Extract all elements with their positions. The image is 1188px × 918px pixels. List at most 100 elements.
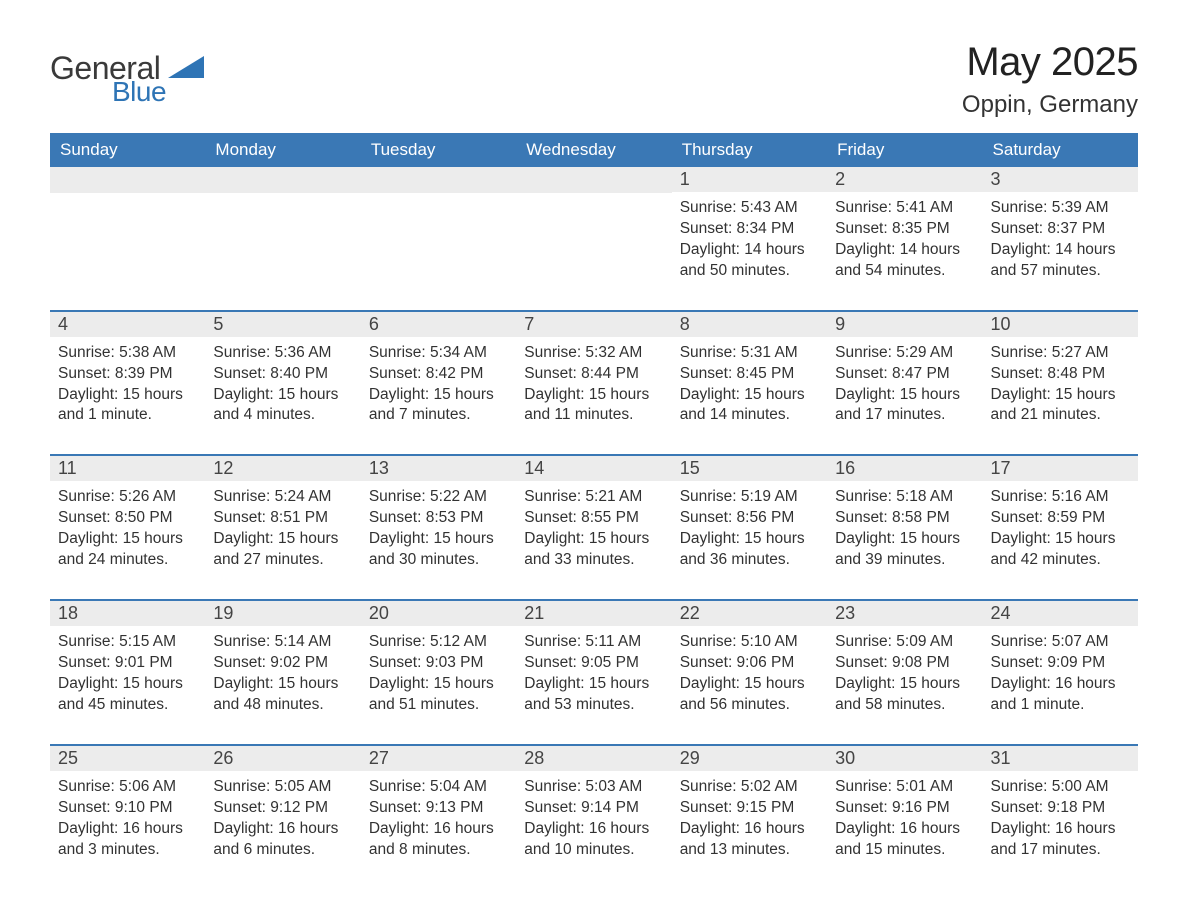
daylight-line-b: and 27 minutes. [213,550,352,571]
sunset-line: Sunset: 8:55 PM [524,508,663,529]
daylight-line-a: Daylight: 14 hours [835,240,974,261]
day-number: 19 [213,603,233,623]
sunset-line: Sunset: 9:01 PM [58,653,197,674]
daylight-line-b: and 58 minutes. [835,695,974,716]
weekday-header-cell: Friday [827,133,982,167]
daylight-line-a: Daylight: 15 hours [680,385,819,406]
daylight-line-a: Daylight: 15 hours [991,385,1130,406]
day-number-empty [205,167,360,193]
day-cell: 9Sunrise: 5:29 AMSunset: 8:47 PMDaylight… [827,312,982,427]
day-number-row: 12 [205,456,360,481]
daylight-line-a: Daylight: 15 hours [213,529,352,550]
sunrise-line: Sunrise: 5:03 AM [524,777,663,798]
day-cell: 27Sunrise: 5:04 AMSunset: 9:13 PMDayligh… [361,746,516,861]
day-number-row: 27 [361,746,516,771]
day-number-row: 28 [516,746,671,771]
daylight-line-a: Daylight: 16 hours [58,819,197,840]
sunset-line: Sunset: 8:47 PM [835,364,974,385]
sunrise-line: Sunrise: 5:31 AM [680,343,819,364]
sunrise-line: Sunrise: 5:06 AM [58,777,197,798]
day-cell: 16Sunrise: 5:18 AMSunset: 8:58 PMDayligh… [827,456,982,571]
day-body: Sunrise: 5:10 AMSunset: 9:06 PMDaylight:… [672,626,827,716]
daylight-line-a: Daylight: 15 hours [58,385,197,406]
day-number-row: 1 [672,167,827,192]
sunset-line: Sunset: 9:14 PM [524,798,663,819]
weekday-header-cell: Thursday [672,133,827,167]
day-body: Sunrise: 5:26 AMSunset: 8:50 PMDaylight:… [50,481,205,571]
daylight-line-b: and 10 minutes. [524,840,663,861]
daylight-line-b: and 53 minutes. [524,695,663,716]
sunset-line: Sunset: 8:51 PM [213,508,352,529]
daylight-line-a: Daylight: 16 hours [991,819,1130,840]
sunset-line: Sunset: 9:06 PM [680,653,819,674]
sunrise-line: Sunrise: 5:01 AM [835,777,974,798]
day-cell [205,167,360,282]
day-body: Sunrise: 5:24 AMSunset: 8:51 PMDaylight:… [205,481,360,571]
day-number-row: 29 [672,746,827,771]
weeks-container: 1 Sunrise: 5:43 AMSunset: 8:34 PMDaylight… [50,167,1138,860]
daylight-line-b: and 15 minutes. [835,840,974,861]
day-body: Sunrise: 5:39 AMSunset: 8:37 PMDaylight:… [983,192,1138,282]
day-cell: 5Sunrise: 5:36 AMSunset: 8:40 PMDaylight… [205,312,360,427]
daylight-line-b: and 21 minutes. [991,405,1130,426]
sunrise-line: Sunrise: 5:43 AM [680,198,819,219]
day-body: Sunrise: 5:31 AMSunset: 8:45 PMDaylight:… [672,337,827,427]
day-body: Sunrise: 5:05 AMSunset: 9:12 PMDaylight:… [205,771,360,861]
day-cell: 2Sunrise: 5:41 AMSunset: 8:35 PMDaylight… [827,167,982,282]
day-number-empty [361,167,516,193]
day-number: 31 [991,748,1011,768]
day-body: Sunrise: 5:43 AMSunset: 8:34 PMDaylight:… [672,192,827,282]
sunset-line: Sunset: 8:37 PM [991,219,1130,240]
day-body: Sunrise: 5:00 AMSunset: 9:18 PMDaylight:… [983,771,1138,861]
sunset-line: Sunset: 9:02 PM [213,653,352,674]
daylight-line-a: Daylight: 15 hours [835,385,974,406]
sunrise-line: Sunrise: 5:32 AM [524,343,663,364]
daylight-line-b: and 1 minute. [991,695,1130,716]
location-subtitle: Oppin, Germany [962,91,1138,119]
day-number: 8 [680,314,690,334]
day-cell: 1 Sunrise: 5:43 AMSunset: 8:34 PMDaylight… [672,167,827,282]
day-number: 16 [835,458,855,478]
sunrise-line: Sunrise: 5:26 AM [58,487,197,508]
day-body: Sunrise: 5:07 AMSunset: 9:09 PMDaylight:… [983,626,1138,716]
day-cell: 24Sunrise: 5:07 AMSunset: 9:09 PMDayligh… [983,601,1138,716]
weekday-header-cell: Sunday [50,133,205,167]
day-number-row: 20 [361,601,516,626]
day-cell: 29Sunrise: 5:02 AMSunset: 9:15 PMDayligh… [672,746,827,861]
day-body: Sunrise: 5:06 AMSunset: 9:10 PMDaylight:… [50,771,205,861]
sunset-line: Sunset: 8:40 PM [213,364,352,385]
day-cell: 13Sunrise: 5:22 AMSunset: 8:53 PMDayligh… [361,456,516,571]
sunset-line: Sunset: 9:03 PM [369,653,508,674]
sunset-line: Sunset: 8:48 PM [991,364,1130,385]
sunset-line: Sunset: 9:10 PM [58,798,197,819]
sunset-line: Sunset: 8:45 PM [680,364,819,385]
day-number-row: 26 [205,746,360,771]
sunset-line: Sunset: 8:42 PM [369,364,508,385]
sunset-line: Sunset: 8:58 PM [835,508,974,529]
header: General Blue May 2025 Oppin, Germany [50,40,1138,119]
title-block: May 2025 Oppin, Germany [962,40,1138,119]
daylight-line-b: and 13 minutes. [680,840,819,861]
sunrise-line: Sunrise: 5:15 AM [58,632,197,653]
day-number-row: 15 [672,456,827,481]
day-body: Sunrise: 5:03 AMSunset: 9:14 PMDaylight:… [516,771,671,861]
daylight-line-a: Daylight: 14 hours [991,240,1130,261]
week-row: 4Sunrise: 5:38 AMSunset: 8:39 PMDaylight… [50,310,1138,427]
sunset-line: Sunset: 9:08 PM [835,653,974,674]
day-cell: 23Sunrise: 5:09 AMSunset: 9:08 PMDayligh… [827,601,982,716]
day-number-row: 6 [361,312,516,337]
weekday-header-cell: Tuesday [361,133,516,167]
sunrise-line: Sunrise: 5:16 AM [991,487,1130,508]
day-cell: 10Sunrise: 5:27 AMSunset: 8:48 PMDayligh… [983,312,1138,427]
day-number: 21 [524,603,544,623]
daylight-line-b: and 45 minutes. [58,695,197,716]
daylight-line-a: Daylight: 15 hours [524,529,663,550]
daylight-line-a: Daylight: 15 hours [835,674,974,695]
daylight-line-b: and 14 minutes. [680,405,819,426]
sunset-line: Sunset: 8:44 PM [524,364,663,385]
day-number: 1 [680,169,690,189]
day-body: Sunrise: 5:34 AMSunset: 8:42 PMDaylight:… [361,337,516,427]
day-number: 20 [369,603,389,623]
sunrise-line: Sunrise: 5:18 AM [835,487,974,508]
day-body: Sunrise: 5:02 AMSunset: 9:15 PMDaylight:… [672,771,827,861]
